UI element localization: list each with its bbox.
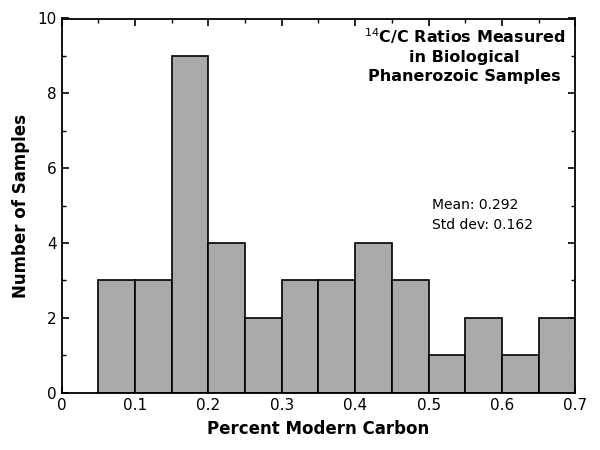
Bar xyxy=(355,243,392,393)
Text: Mean: 0.292
Std dev: 0.162: Mean: 0.292 Std dev: 0.162 xyxy=(431,198,533,232)
Bar xyxy=(539,318,575,393)
Bar xyxy=(502,356,539,393)
Bar xyxy=(208,243,245,393)
Bar xyxy=(245,318,282,393)
Bar xyxy=(392,280,428,393)
Bar xyxy=(282,280,319,393)
Bar xyxy=(466,318,502,393)
Text: $^{14}$C/C Ratios Measured
in Biological
Phanerozoic Samples: $^{14}$C/C Ratios Measured in Biological… xyxy=(364,26,565,84)
Y-axis label: Number of Samples: Number of Samples xyxy=(13,113,31,297)
Bar xyxy=(135,280,172,393)
Bar xyxy=(319,280,355,393)
X-axis label: Percent Modern Carbon: Percent Modern Carbon xyxy=(208,419,430,437)
Bar xyxy=(172,56,208,393)
Bar xyxy=(98,280,135,393)
Bar xyxy=(428,356,466,393)
